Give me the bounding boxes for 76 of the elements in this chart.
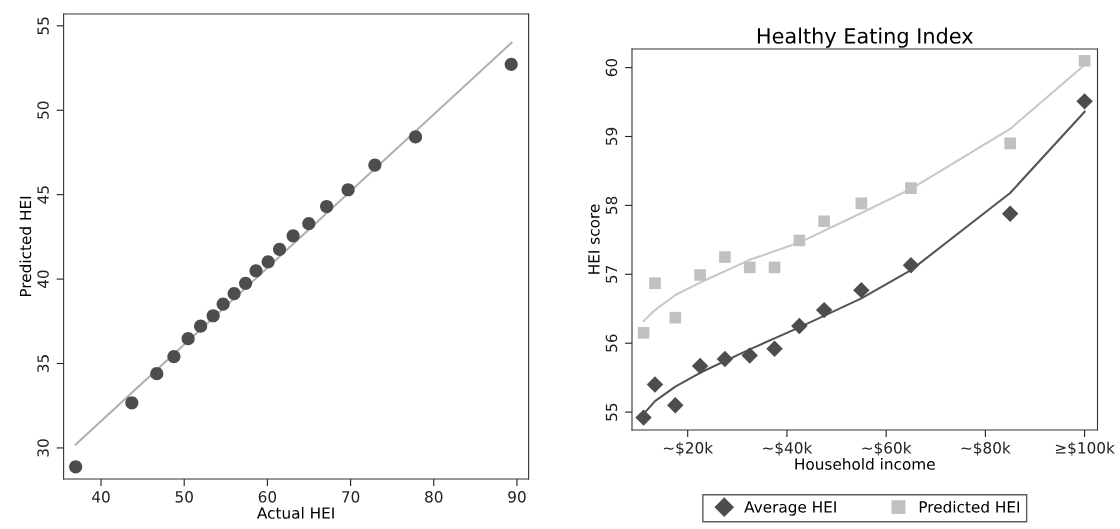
point xyxy=(719,251,731,263)
point xyxy=(818,215,830,228)
point xyxy=(408,130,423,144)
y-tick-label: 35 xyxy=(37,355,49,373)
x-tick-label: 90 xyxy=(508,491,526,503)
point xyxy=(646,376,664,393)
point xyxy=(768,261,781,274)
x-tick-label: 80 xyxy=(425,491,443,503)
point xyxy=(341,183,355,197)
y-tick-label: 57 xyxy=(605,265,618,283)
x-tick-label: ~$80k xyxy=(961,441,1011,456)
x-tick-label: 60 xyxy=(258,491,277,503)
y-tick-label: 50 xyxy=(37,101,49,119)
point xyxy=(261,255,275,269)
y-tick-label: 55 xyxy=(605,403,618,421)
y-tick-label: 45 xyxy=(37,186,49,204)
y-axis-title: HEI score xyxy=(588,204,600,274)
point xyxy=(125,396,139,410)
x-axis-title: Actual HEI xyxy=(257,506,334,519)
legend-label: Average HEI xyxy=(744,501,836,516)
point xyxy=(793,234,806,247)
point xyxy=(1076,93,1093,110)
point xyxy=(669,311,682,324)
point xyxy=(227,287,241,301)
x-tick-label: 50 xyxy=(175,491,193,503)
point xyxy=(368,158,382,172)
point xyxy=(691,357,709,375)
point xyxy=(791,317,808,335)
y-tick-label: 56 xyxy=(605,334,618,352)
y-tick-label: 40 xyxy=(37,270,49,289)
point xyxy=(239,276,253,290)
point xyxy=(320,199,334,214)
point xyxy=(69,460,83,474)
point xyxy=(667,396,684,414)
point xyxy=(249,264,263,278)
x-tick-label: ≥$100k xyxy=(1055,441,1115,456)
y-tick-label: 55 xyxy=(37,17,49,35)
y-tick-label: 30 xyxy=(37,439,49,457)
point xyxy=(902,257,920,274)
point xyxy=(302,217,316,231)
point xyxy=(206,309,220,323)
x-tick-label: ~$60k xyxy=(862,441,912,456)
y-tick-label: 58 xyxy=(605,196,618,214)
y-axis-title: Predicted HEI xyxy=(19,196,32,297)
point xyxy=(905,182,917,194)
point xyxy=(766,340,783,357)
point xyxy=(649,277,661,290)
point xyxy=(167,350,181,364)
point xyxy=(1078,54,1091,67)
x-axis-title: Household income xyxy=(795,457,935,470)
y-tick-label: 60 xyxy=(605,58,618,77)
x-tick-label: ~$20k xyxy=(663,441,714,456)
point xyxy=(150,367,164,381)
point xyxy=(181,332,195,346)
y-tick-label: 59 xyxy=(605,127,618,146)
point xyxy=(741,347,758,364)
point xyxy=(637,327,650,339)
x-tick-label: 70 xyxy=(342,491,360,503)
x-tick-label: ~$40k xyxy=(763,441,813,456)
point xyxy=(743,261,756,274)
point xyxy=(504,57,518,71)
point xyxy=(815,301,833,319)
legend-label: Predicted HEI xyxy=(919,500,1020,513)
point xyxy=(272,242,287,256)
point xyxy=(716,350,734,368)
point xyxy=(853,281,870,299)
point xyxy=(216,297,230,311)
point xyxy=(855,197,868,210)
point xyxy=(286,229,300,243)
x-tick-label: 40 xyxy=(92,491,110,503)
point xyxy=(635,409,652,426)
point xyxy=(194,319,208,333)
point xyxy=(694,269,706,281)
point xyxy=(1001,205,1019,222)
point xyxy=(1004,137,1016,150)
chart-title: Healthy Eating Index xyxy=(757,27,973,48)
